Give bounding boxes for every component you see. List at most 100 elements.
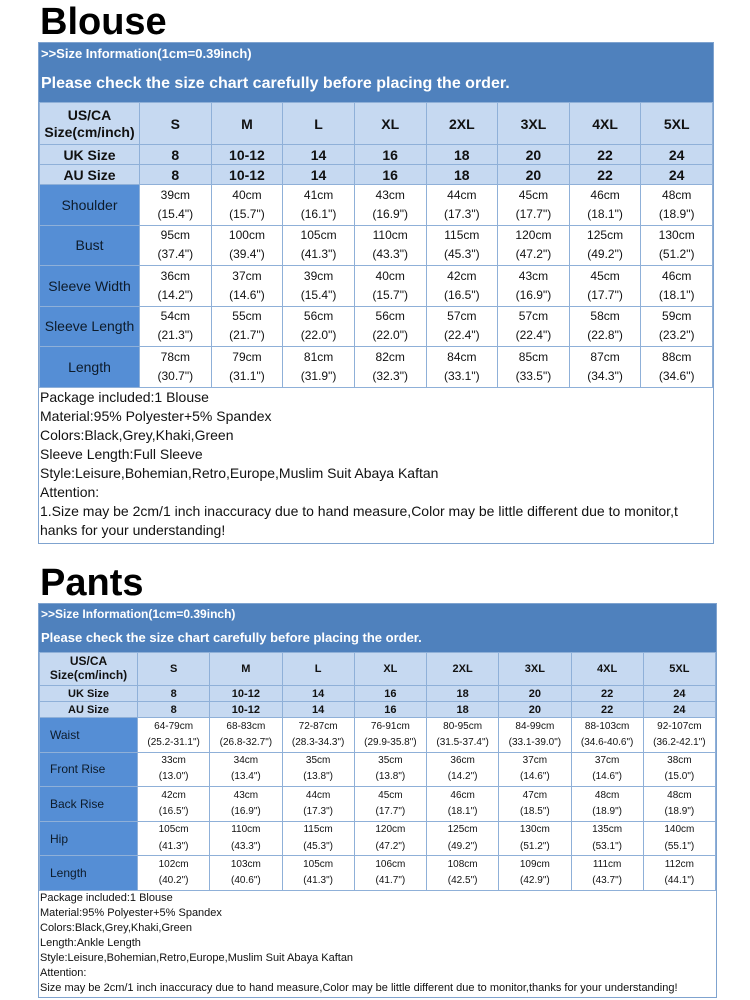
- cm-value: 105cm: [303, 858, 334, 870]
- cm-value: 130cm: [519, 824, 550, 836]
- measure-cell: 45cm (17.7"): [353, 786, 428, 822]
- inch-value: (14.6"): [520, 771, 550, 783]
- measure-label: Back Rise: [39, 786, 138, 822]
- measure-cell: 58cm (22.8"): [568, 305, 642, 347]
- size-notice-text: Please check the size chart carefully be…: [41, 75, 510, 92]
- au-size-value: 20: [498, 701, 572, 718]
- size-header-label: US/CA Size(cm/inch): [39, 102, 140, 145]
- note-line: Style:Leisure,Bohemian,Retro,Europe,Musl…: [40, 951, 354, 964]
- cm-value: 108cm: [447, 858, 478, 870]
- inch-value: (14.2"): [447, 771, 478, 783]
- cm-value: 140cm: [664, 824, 695, 836]
- measure-cell: 39cm (15.4"): [139, 184, 212, 226]
- size-header-line2: Size(cm/inch): [49, 668, 128, 682]
- inch-value: (13.8"): [303, 771, 333, 783]
- cm-value: 40cm: [232, 187, 262, 202]
- product-notes: Package included:1 Blouse Material:95% Po…: [39, 891, 716, 996]
- inch-value: (16.9"): [515, 287, 552, 302]
- note-line: hanks for your understanding!: [40, 521, 226, 538]
- measure-cell: 106cm (41.7"): [353, 855, 428, 891]
- cm-value: 45cm: [590, 268, 620, 283]
- inch-value: (40.2"): [158, 875, 189, 887]
- uk-size-value: 14: [281, 685, 355, 702]
- measure-cell: 40cm (15.7"): [353, 265, 427, 307]
- inch-value: (16.9"): [231, 805, 261, 817]
- inch-value: (18.1"): [447, 805, 478, 817]
- measure-row: Bust 95cm (37.4") 100cm (39.4") 105cm (41.3") 1…: [39, 224, 713, 266]
- measure-cell: 85cm (33.5"): [497, 346, 570, 388]
- cm-value: 48cm: [594, 789, 620, 801]
- uk-size-value: 20: [497, 144, 570, 165]
- cm-value: 87cm: [590, 349, 620, 364]
- inch-value: (45.3"): [303, 840, 333, 852]
- uk-size-row: UK Size 8 10-12 14 16 18 20 22 24: [39, 144, 713, 165]
- measure-cell: 41cm (16.1"): [282, 184, 355, 226]
- measure-cell: 76-91cm (29.9-35.8"): [353, 717, 428, 753]
- measure-cell: 100cm (39.4"): [210, 224, 284, 266]
- note-line: Attention:: [40, 483, 100, 500]
- measure-cell: 43cm (16.9"): [209, 786, 283, 822]
- measure-cell: 46cm (18.1"): [425, 786, 500, 822]
- cm-value: 35cm: [378, 755, 403, 767]
- cm-value: 35cm: [305, 755, 331, 767]
- cm-value: 34cm: [233, 755, 259, 767]
- cm-value: 46cm: [450, 789, 475, 801]
- cm-value: 81cm: [303, 349, 334, 364]
- inch-value: (16.1"): [300, 206, 337, 221]
- size-info-text: >>Size Information(1cm=0.39inch): [41, 607, 236, 621]
- measure-cell: 105cm (41.3"): [282, 224, 355, 266]
- inch-value: (17.7"): [375, 805, 406, 817]
- cm-value: 43cm: [375, 187, 405, 202]
- size-info-header: >>Size Information(1cm=0.39inch) Please c…: [39, 604, 716, 652]
- uk-size-value: 24: [640, 144, 713, 165]
- measure-cell: 42cm (16.5"): [136, 786, 211, 822]
- note-line: Style:Leisure,Bohemian,Retro,Europe,Musl…: [40, 464, 439, 481]
- measure-cell: 37cm (14.6"): [570, 751, 644, 788]
- inch-value: (25.2-31.1"): [147, 736, 200, 748]
- au-size-value: 24: [640, 164, 713, 185]
- cm-value: 37cm: [594, 755, 620, 767]
- size-header-row: US/CA Size(cm/inch) S M L XL 2XL 3XL 4XL 5XL: [39, 102, 713, 145]
- au-size-value: 24: [642, 701, 717, 718]
- inch-value: (47.2"): [515, 247, 552, 262]
- inch-value: (17.7"): [515, 206, 552, 221]
- cm-value: 33cm: [161, 755, 186, 767]
- note-line: Package included:1 Blouse: [40, 891, 173, 904]
- uk-size-value: 18: [425, 144, 499, 165]
- inch-value: (14.6"): [229, 287, 265, 302]
- au-size-value: 20: [497, 164, 570, 185]
- size-s: S: [136, 652, 211, 686]
- note-line: Sleeve Length:Full Sleeve: [40, 445, 203, 462]
- pants-title: Pants: [40, 562, 144, 604]
- size-4xl: 4XL: [568, 102, 642, 145]
- size-xl: XL: [353, 652, 428, 686]
- cm-value: 42cm: [161, 789, 186, 801]
- measure-cell: 120cm (47.2"): [497, 224, 570, 266]
- size-header-line1: US/CA: [67, 107, 112, 124]
- measure-cell: 33cm (13.0"): [136, 751, 211, 788]
- au-size-row: AU Size 8 10-12 14 16 18 20 22 24: [39, 164, 713, 185]
- cm-value: 135cm: [592, 824, 623, 836]
- measure-cell: 81cm (31.9"): [282, 346, 355, 388]
- size-header-row: US/CA Size(cm/inch) S M L XL 2XL 3XL 4XL 5XL: [39, 652, 717, 686]
- blouse-size-chart: >>Size Information(1cm=0.39inch) Please c…: [38, 42, 714, 544]
- measure-cell: 48cm (18.9"): [570, 786, 644, 822]
- measure-row: Back Rise 42cm (16.5") 43cm (16.9") 44cm (17.3…: [39, 786, 717, 822]
- cm-value: 47cm: [522, 789, 548, 801]
- size-5xl: 5XL: [640, 102, 713, 145]
- inch-value: (41.3"): [303, 875, 333, 887]
- cm-value: 59cm: [662, 309, 692, 323]
- measure-cell: 84cm (33.1"): [425, 346, 499, 388]
- uk-size-value: 8: [139, 144, 212, 165]
- measure-cell: 48cm (18.9"): [642, 786, 717, 822]
- inch-value: (15.7"): [229, 206, 265, 221]
- inch-value: (51.2"): [658, 247, 695, 262]
- note-line: 1.Size may be 2cm/1 inch inaccuracy due …: [40, 502, 678, 519]
- note-line: Length:Ankle Length: [40, 936, 141, 949]
- inch-value: (31.1"): [229, 368, 265, 383]
- inch-value: (44.1"): [664, 875, 695, 887]
- measure-row: Shoulder 39cm (15.4") 40cm (15.7") 41cm (16.1"…: [39, 184, 713, 226]
- measure-cell: 34cm (13.4"): [209, 751, 283, 788]
- measure-cell: 43cm (16.9"): [497, 265, 570, 307]
- inch-value: (29.9-35.8"): [364, 736, 417, 748]
